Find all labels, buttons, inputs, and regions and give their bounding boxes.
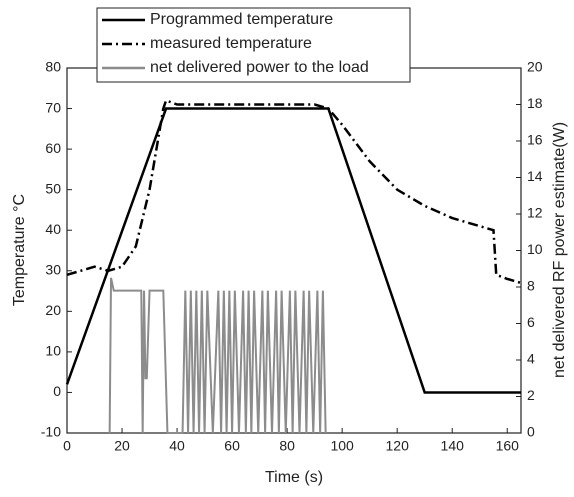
x-tick-label: 140 [441,438,465,454]
y2-axis-label: net delivered RF power estimate(W) [551,122,568,378]
legend-label: net delivered power to the load [150,59,369,76]
x-tick-label: 100 [330,438,354,454]
y2-tick-label: 18 [527,95,543,111]
y2-tick-label: 8 [527,278,535,294]
y-tick-label: 70 [45,99,61,115]
y2-tick-label: 16 [527,132,543,148]
y2-tick-label: 6 [527,314,535,330]
x-tick-label: 80 [279,438,295,454]
y-axis-label: Temperature °C [11,194,28,306]
y2-tick-label: 20 [527,59,543,75]
y-tick-label: -10 [41,424,61,440]
y-tick-label: 10 [45,343,61,359]
x-tick-label: 160 [496,438,520,454]
y2-tick-label: 12 [527,205,543,221]
y2-tick-label: 10 [527,241,543,257]
legend-box [96,7,411,83]
y-tick-label: 80 [45,59,61,75]
x-tick-label: 60 [224,438,240,454]
y-tick-label: 50 [45,180,61,196]
legend-label: measured temperature [150,35,312,52]
y2-tick-label: 14 [527,168,543,184]
y2-tick-label: 2 [527,387,535,403]
y-tick-label: 30 [45,261,61,277]
x-tick-label: 0 [63,438,71,454]
x-axis-label: Time (s) [265,469,323,486]
y-tick-label: 20 [45,302,61,318]
y-tick-label: 0 [53,383,61,399]
y-tick-label: 60 [45,140,61,156]
x-tick-label: 120 [386,438,410,454]
series-line [66,98,522,285]
x-tick-label: 20 [114,438,130,454]
legend-label: Programmed temperature [150,11,333,28]
y2-tick-label: 4 [527,351,535,367]
x-tick-label: 40 [169,438,185,454]
y2-tick-label: 0 [527,424,535,440]
y-tick-label: 40 [45,221,61,237]
series-line [108,277,327,434]
